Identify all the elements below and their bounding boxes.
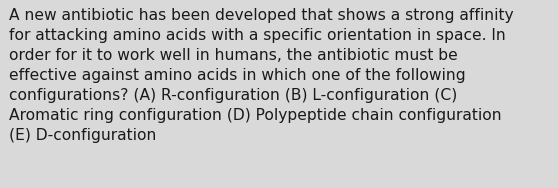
Text: A new antibiotic has been developed that shows a strong affinity
for attacking a: A new antibiotic has been developed that… bbox=[9, 8, 514, 143]
